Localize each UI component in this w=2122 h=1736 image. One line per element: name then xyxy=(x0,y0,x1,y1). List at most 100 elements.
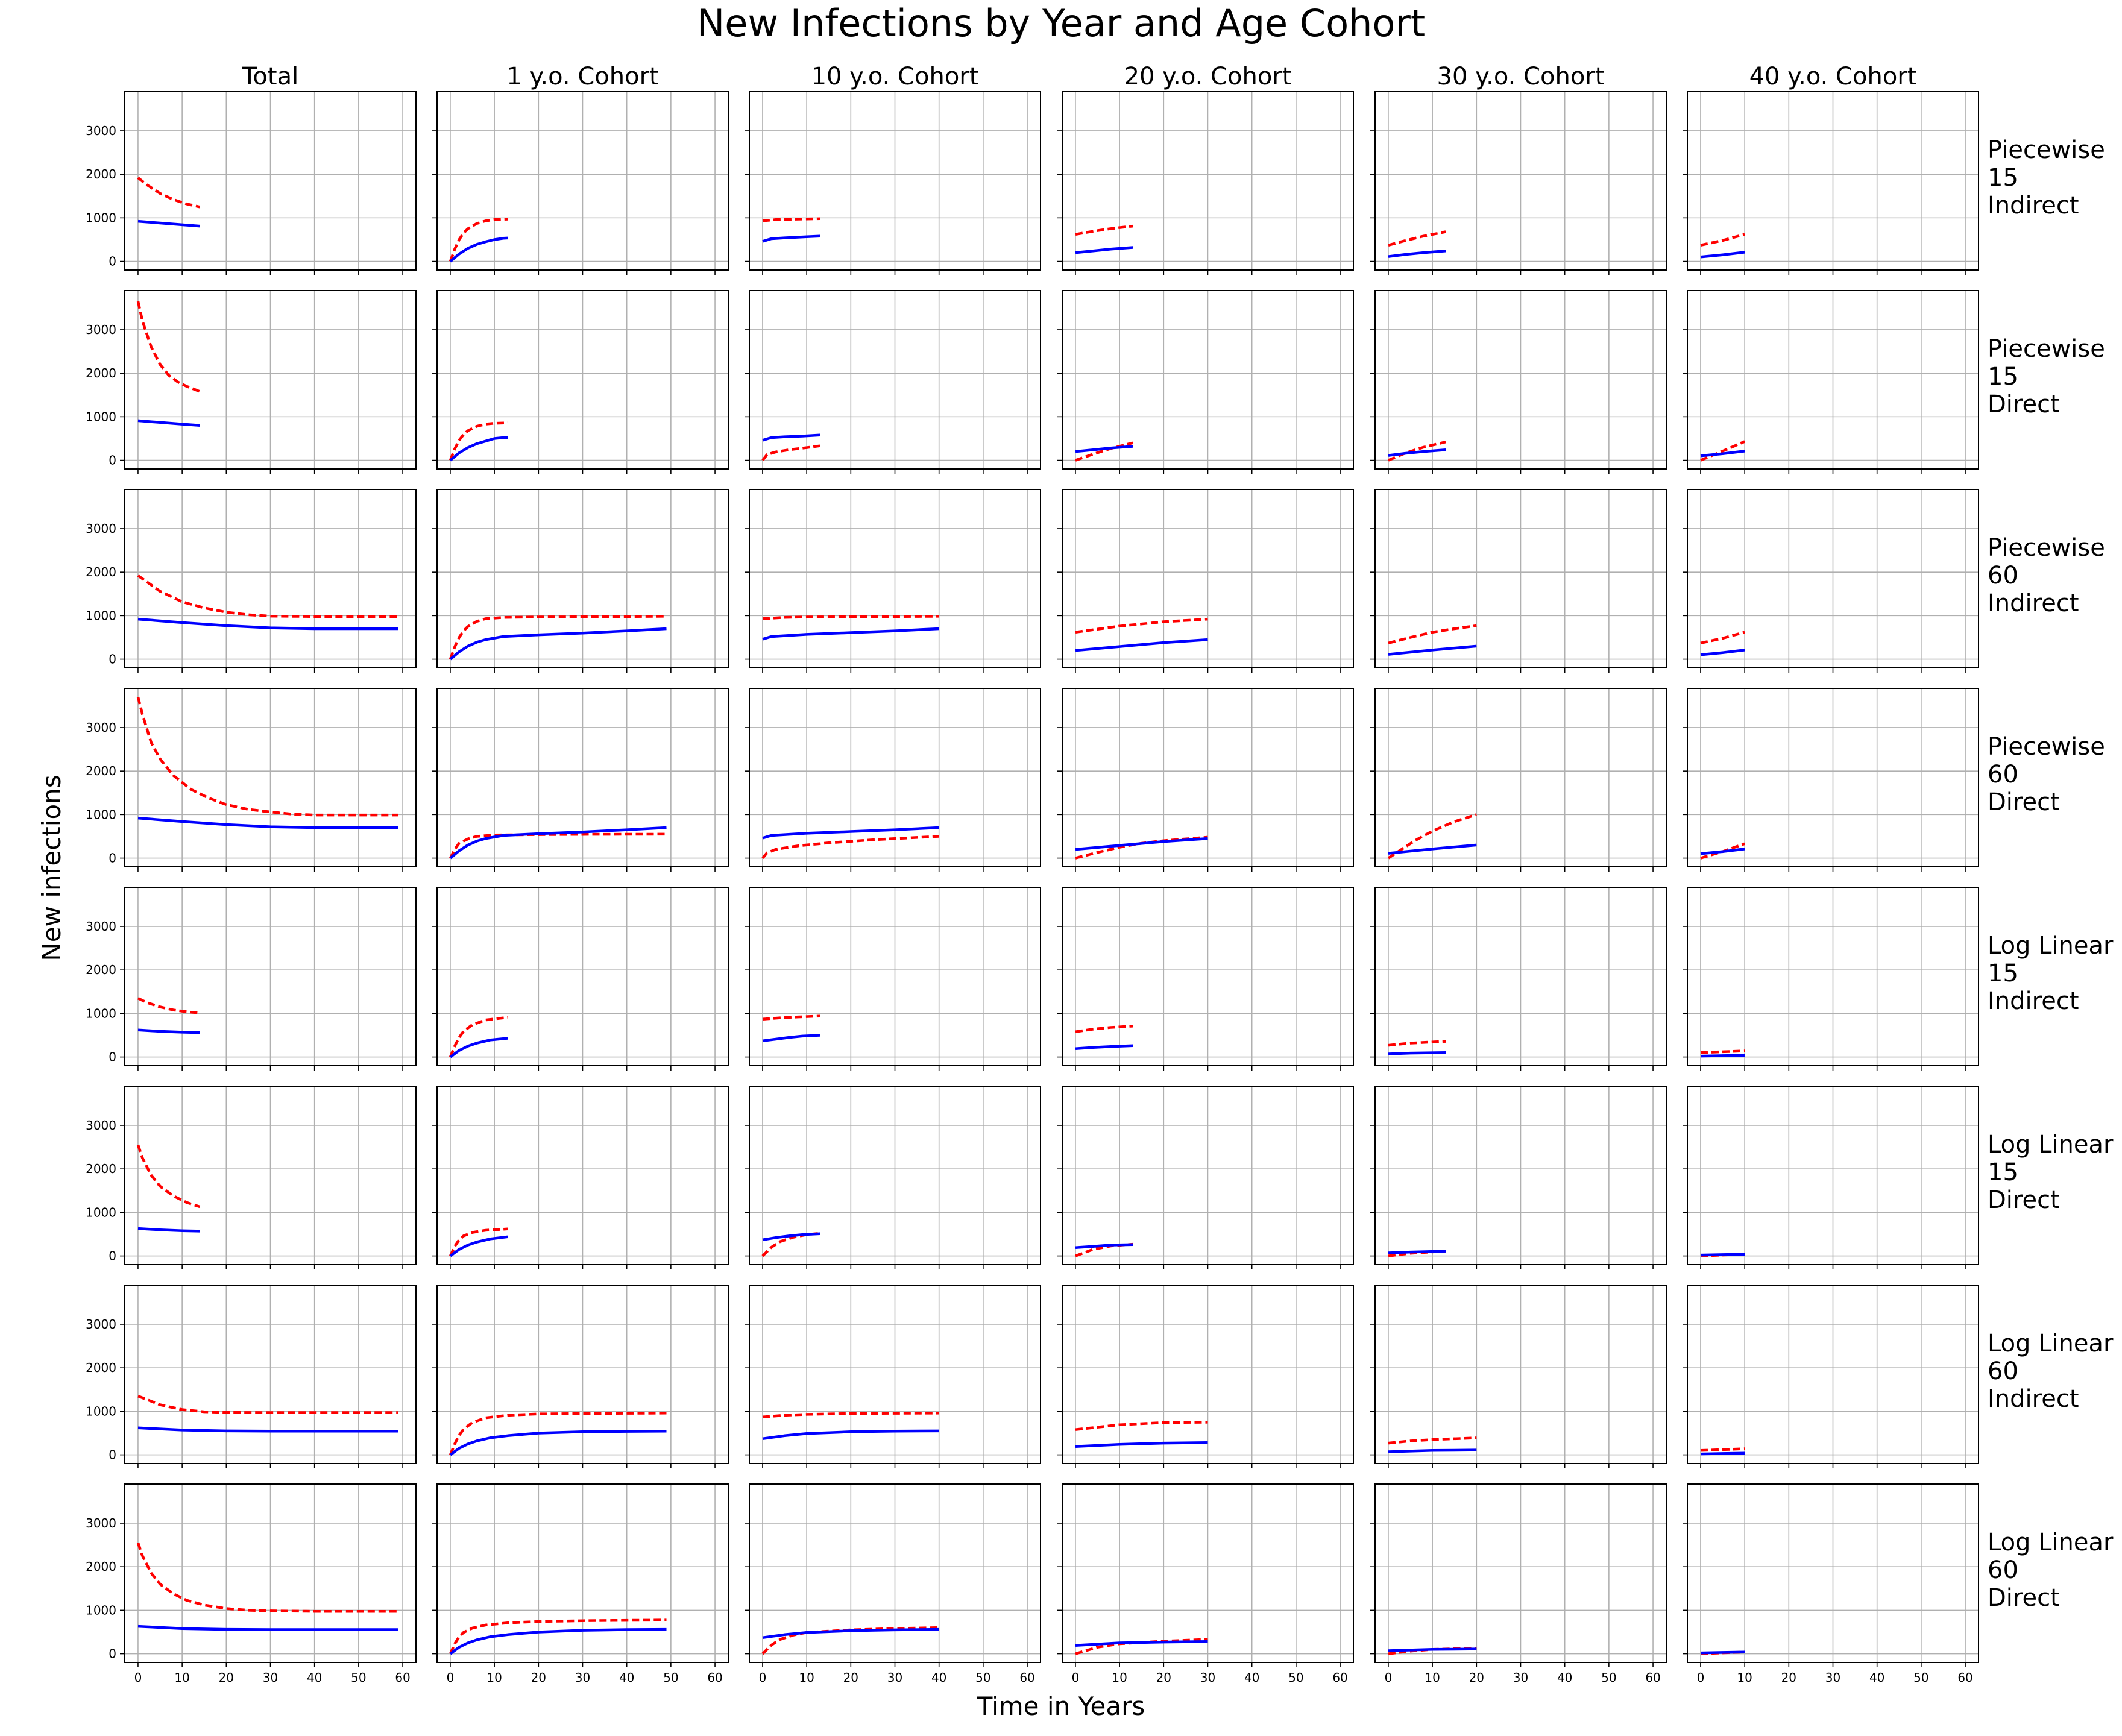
series-line-red xyxy=(1387,813,1477,860)
series-line-red xyxy=(1700,440,1745,462)
series-line-red xyxy=(1700,631,1745,644)
y-tick-label: 3000 xyxy=(86,1118,116,1133)
panel-r5-c1 xyxy=(432,1086,729,1269)
x-axis-label: Time in Years xyxy=(977,1691,1145,1721)
y-tick-label: 0 xyxy=(109,652,116,667)
series-line-blue xyxy=(1388,448,1446,457)
x-tick-label: 60 xyxy=(1019,1670,1034,1685)
column-title: 1 y.o. Cohort xyxy=(506,63,658,90)
series-line-red xyxy=(1388,230,1446,247)
series-line-red xyxy=(1075,224,1133,236)
row-label-line: Piecewise xyxy=(1988,335,2105,363)
panel-r0-c3: 20 y.o. Cohort xyxy=(1057,63,1354,275)
panel-r2-c2 xyxy=(745,489,1041,673)
x-tick-label: 30 xyxy=(1513,1670,1528,1685)
row-label-line: Log Linear xyxy=(1988,932,2114,960)
series-line-blue xyxy=(762,234,820,243)
series-line-blue xyxy=(762,826,939,840)
row-label: Piecewise 15 Direct xyxy=(1988,335,2105,418)
series-line-red xyxy=(1700,1447,1745,1452)
series-line-blue xyxy=(137,1028,200,1034)
row-label-line: Indirect xyxy=(1988,192,2079,219)
series-line-blue xyxy=(449,1235,508,1257)
x-tick-label: 20 xyxy=(219,1670,234,1685)
x-tick-label: 60 xyxy=(1645,1670,1660,1685)
y-tick-label: 1000 xyxy=(86,807,116,822)
x-tick-label: 50 xyxy=(1288,1670,1303,1685)
y-tick-label: 3000 xyxy=(86,919,116,934)
panel-r6-c3 xyxy=(1057,1285,1354,1468)
y-tick-label: 2000 xyxy=(86,1162,116,1176)
panel-r0-c5: 40 y.o. Cohort xyxy=(1683,63,1979,275)
row-label: Log Linear 60 Indirect xyxy=(1988,1330,2114,1413)
series-line-blue xyxy=(137,219,200,228)
column-title: 30 y.o. Cohort xyxy=(1437,63,1605,90)
panel-r4-c0: 0 1000 2000 3000 xyxy=(86,887,417,1071)
series-line-red xyxy=(1388,441,1446,462)
series-line-red xyxy=(1700,1049,1745,1054)
row-label: Piecewise 15 Indirect xyxy=(1988,136,2105,219)
panel-r7-c1: 0 10 20 30 40 50 60 xyxy=(432,1483,729,1685)
x-tick-label: 10 xyxy=(1112,1670,1127,1685)
series-line-red xyxy=(449,615,667,660)
panel-r2-c1 xyxy=(432,489,729,673)
row-label: Piecewise 60 Indirect xyxy=(1988,534,2105,617)
y-tick-label: 3000 xyxy=(86,720,116,735)
panel-r4-c4 xyxy=(1370,887,1667,1071)
series-line-red xyxy=(136,696,398,817)
series-line-blue xyxy=(137,816,398,829)
series-line-red xyxy=(449,218,508,262)
panel-r5-c2 xyxy=(745,1086,1041,1269)
series-line-red xyxy=(1388,624,1477,644)
y-tick-label: 1000 xyxy=(86,608,116,623)
series-line-blue xyxy=(1700,1253,1745,1257)
y-tick-label: 1000 xyxy=(86,1404,116,1418)
row-label-line: Log Linear xyxy=(1988,1330,2114,1357)
y-tick-label: 0 xyxy=(109,1050,116,1065)
x-tick-label: 20 xyxy=(843,1670,858,1685)
row-label-line: Piecewise xyxy=(1988,534,2105,562)
x-tick-label: 30 xyxy=(1825,1670,1840,1685)
series-line-blue xyxy=(1388,1250,1446,1254)
series-line-red xyxy=(449,1618,667,1655)
series-line-blue xyxy=(1700,1650,1745,1655)
row-label-line: 60 xyxy=(1988,761,2018,788)
series-line-blue xyxy=(137,617,398,631)
row-label-line: Direct xyxy=(1988,788,2060,816)
panel-r7-c2: 0 10 20 30 40 50 60 xyxy=(745,1483,1041,1685)
series-line-blue xyxy=(1700,1054,1745,1058)
column-title: 20 y.o. Cohort xyxy=(1124,63,1292,90)
x-tick-label: 10 xyxy=(174,1670,189,1685)
y-tick-label: 0 xyxy=(109,453,116,468)
panel-r2-c5 xyxy=(1683,489,1979,673)
column-title: Total xyxy=(242,63,298,90)
series-line-blue xyxy=(1388,249,1446,258)
panel-r2-c4 xyxy=(1370,489,1667,673)
row-label-line: Indirect xyxy=(1988,1385,2079,1413)
series-line-blue xyxy=(449,436,508,462)
series-line-blue xyxy=(449,1037,508,1058)
row-label-line: 60 xyxy=(1988,1556,2018,1584)
series-line-blue xyxy=(137,419,200,427)
series-line-red xyxy=(449,1412,667,1456)
panel-r4-c1 xyxy=(432,887,729,1071)
panel-r4-c2 xyxy=(745,887,1041,1071)
series-line-blue xyxy=(1700,450,1745,458)
series-line-blue xyxy=(1075,1441,1208,1448)
panel-r0-c0: 0 1000 2000 3000 Total xyxy=(86,63,417,275)
y-tick-label: 2000 xyxy=(86,366,116,380)
series-line-blue xyxy=(1388,1051,1446,1055)
row-label-line: Direct xyxy=(1988,1584,2060,1612)
panel-r3-c2 xyxy=(745,688,1041,872)
y-tick-label: 3000 xyxy=(86,322,116,337)
row-label-line: 60 xyxy=(1988,562,2018,590)
series-line-blue xyxy=(1700,649,1745,656)
panel-r3-c4 xyxy=(1370,688,1667,872)
series-line-blue xyxy=(449,236,508,263)
row-label-line: Piecewise xyxy=(1988,733,2105,761)
x-tick-label: 50 xyxy=(663,1670,678,1685)
x-tick-label: 10 xyxy=(1425,1670,1440,1685)
series-line-red xyxy=(1075,441,1133,462)
series-line-red xyxy=(762,217,820,222)
panel-r3-c1 xyxy=(432,688,729,872)
